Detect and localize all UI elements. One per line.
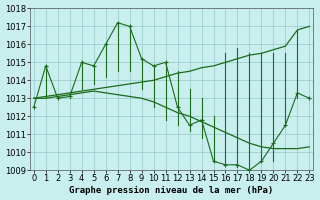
X-axis label: Graphe pression niveau de la mer (hPa): Graphe pression niveau de la mer (hPa) bbox=[69, 186, 274, 195]
